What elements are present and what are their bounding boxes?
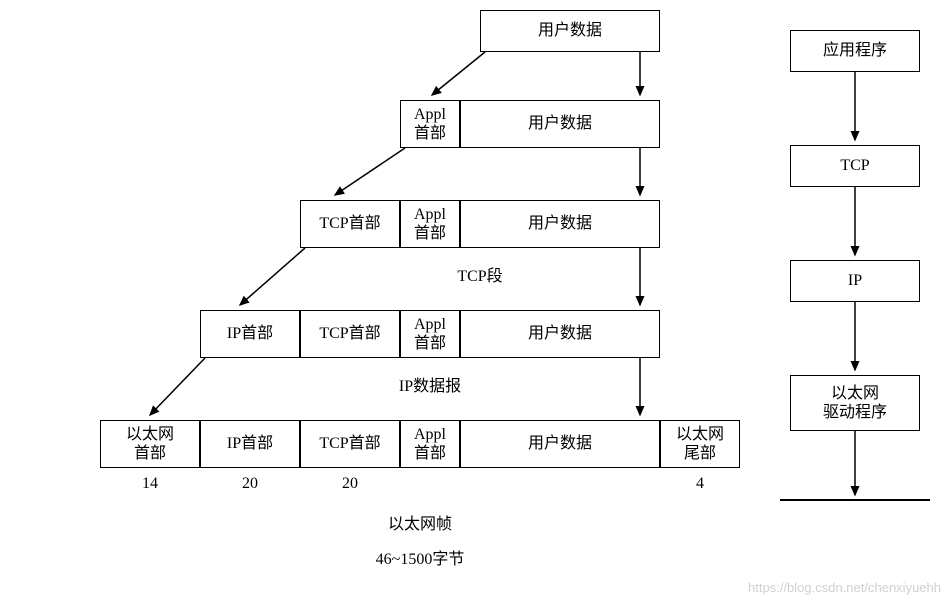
caption-tcp-seg: TCP段: [300, 262, 660, 286]
stack-tcp: TCP: [790, 145, 920, 187]
watermark: https://blog.csdn.net/chenxiyuehh: [748, 580, 941, 595]
r4-appl-hdr: Appl 首部: [400, 310, 460, 358]
r4-ip-hdr: IP首部: [200, 310, 300, 358]
r5-user-data: 用户数据: [460, 420, 660, 468]
caption-n14: 14: [100, 475, 200, 493]
caption-ip-dgram: IP数据报: [200, 372, 660, 396]
r2-user-data: 用户数据: [460, 100, 660, 148]
caption-n20a: 20: [200, 475, 300, 493]
caption-eth-frame: 以太网帧: [100, 510, 740, 534]
r4-user-data: 用户数据: [460, 310, 660, 358]
r1-user-data: 用户数据: [480, 10, 660, 52]
caption-n20b: 20: [300, 475, 400, 493]
caption-payload: 46~1500字节: [100, 545, 740, 569]
r5-eth-tail: 以太网 尾部: [660, 420, 740, 468]
r5-ip-hdr: IP首部: [200, 420, 300, 468]
r5-eth-hdr: 以太网 首部: [100, 420, 200, 468]
stack-ip: IP: [790, 260, 920, 302]
stack-eth: 以太网 驱动程序: [790, 375, 920, 431]
caption-n4: 4: [660, 475, 740, 493]
r3-user-data: 用户数据: [460, 200, 660, 248]
r3-appl-hdr: Appl 首部: [400, 200, 460, 248]
r4-tcp-hdr: TCP首部: [300, 310, 400, 358]
r5-appl-hdr: Appl 首部: [400, 420, 460, 468]
r3-tcp-hdr: TCP首部: [300, 200, 400, 248]
r5-tcp-hdr: TCP首部: [300, 420, 400, 468]
r2-appl-hdr: Appl 首部: [400, 100, 460, 148]
stack-app: 应用程序: [790, 30, 920, 72]
